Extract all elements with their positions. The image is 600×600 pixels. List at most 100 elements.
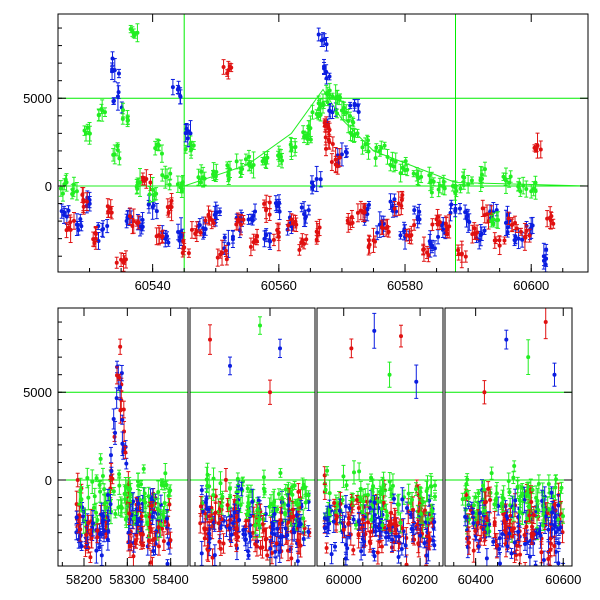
data-point: [362, 210, 367, 215]
green-data-point: [316, 95, 321, 112]
data-point: [102, 529, 107, 534]
data-point: [473, 231, 478, 236]
data-point: [209, 217, 214, 222]
blue-data-point: [339, 142, 344, 167]
data-point: [517, 181, 522, 186]
data-point: [326, 137, 331, 142]
data-point: [506, 216, 511, 221]
data-point: [202, 536, 207, 541]
red-data-point: [276, 228, 281, 239]
red-data-point: [366, 234, 371, 246]
data-point: [366, 238, 371, 243]
data-point: [146, 494, 151, 499]
blue-data-point: [183, 123, 188, 143]
data-point: [88, 555, 93, 560]
red-data-point: [75, 472, 80, 488]
blue-data-point: [87, 196, 92, 212]
green-data-point: [466, 174, 471, 194]
red-data-point: [127, 207, 132, 225]
data-point: [168, 538, 173, 543]
red-data-point: [386, 226, 391, 238]
red-data-point: [68, 214, 73, 230]
data-point: [360, 145, 365, 150]
green-data-point: [74, 182, 79, 201]
data-point: [166, 240, 171, 245]
green-data-point: [508, 170, 513, 183]
blue-data-point: [108, 446, 113, 464]
data-point: [178, 93, 183, 98]
data-point: [228, 167, 233, 172]
data-point: [123, 450, 128, 455]
green-data-point: [350, 128, 355, 142]
data-point: [301, 536, 306, 541]
data-point: [183, 147, 188, 152]
blue-data-point: [114, 387, 119, 409]
data-point: [544, 247, 549, 252]
green-data-point: [234, 153, 239, 170]
blue-data-point: [303, 209, 308, 224]
data-point: [396, 201, 401, 206]
green-data-point: [58, 180, 63, 197]
data-point: [130, 29, 135, 34]
data-point: [92, 494, 97, 499]
data-point: [102, 110, 107, 115]
data-point: [156, 525, 161, 530]
x-tick-label: 60580: [387, 278, 423, 293]
data-point: [324, 76, 329, 81]
blue-data-point: [146, 194, 151, 214]
data-point: [449, 202, 454, 207]
red-data-point: [235, 212, 240, 231]
data-point: [136, 501, 141, 506]
data-point: [417, 209, 422, 214]
data-point: [166, 210, 171, 215]
data-point: [260, 159, 265, 164]
data-point: [117, 375, 122, 380]
red-data-point: [551, 218, 556, 229]
green-data-point: [293, 141, 298, 153]
data-point: [263, 232, 268, 237]
blue-data-point: [185, 129, 190, 148]
data-point: [154, 234, 159, 239]
data-point: [79, 497, 84, 502]
data-point: [109, 469, 114, 474]
data-point: [118, 408, 123, 413]
red-data-point: [168, 201, 173, 212]
red-data-point: [248, 237, 253, 257]
blue-data-point: [263, 229, 268, 240]
green-data-point: [429, 187, 434, 198]
red-data-point: [314, 234, 319, 245]
data-point: [151, 203, 156, 208]
data-point: [71, 182, 76, 187]
data-point: [253, 209, 258, 214]
data-point: [466, 182, 471, 187]
green-data-point: [119, 499, 124, 514]
data-point: [128, 499, 133, 504]
data-point: [267, 200, 272, 205]
red-data-point: [437, 214, 442, 230]
data-point: [533, 189, 538, 194]
data-point: [479, 231, 484, 236]
data-point: [168, 488, 173, 493]
green-data-point: [199, 164, 204, 180]
green-data-point: [162, 480, 167, 491]
blue-data-point: [327, 72, 332, 81]
blue-data-point: [352, 99, 357, 109]
data-point: [111, 489, 116, 494]
green-data-point: [327, 82, 332, 99]
blue-data-point: [253, 203, 258, 220]
data-point: [79, 224, 84, 229]
green-data-point: [501, 172, 506, 181]
red-data-point: [229, 63, 234, 73]
data-point: [105, 224, 110, 229]
blue-data-point: [449, 199, 454, 210]
data-point: [379, 145, 384, 150]
blue-data-point: [318, 171, 323, 188]
data-point: [322, 120, 327, 125]
red-data-point: [345, 216, 350, 225]
green-data-point: [419, 170, 424, 184]
data-point: [520, 237, 525, 242]
blue-data-point: [465, 210, 470, 222]
data-point: [134, 184, 139, 189]
data-point: [509, 223, 514, 228]
data-point: [299, 205, 304, 210]
